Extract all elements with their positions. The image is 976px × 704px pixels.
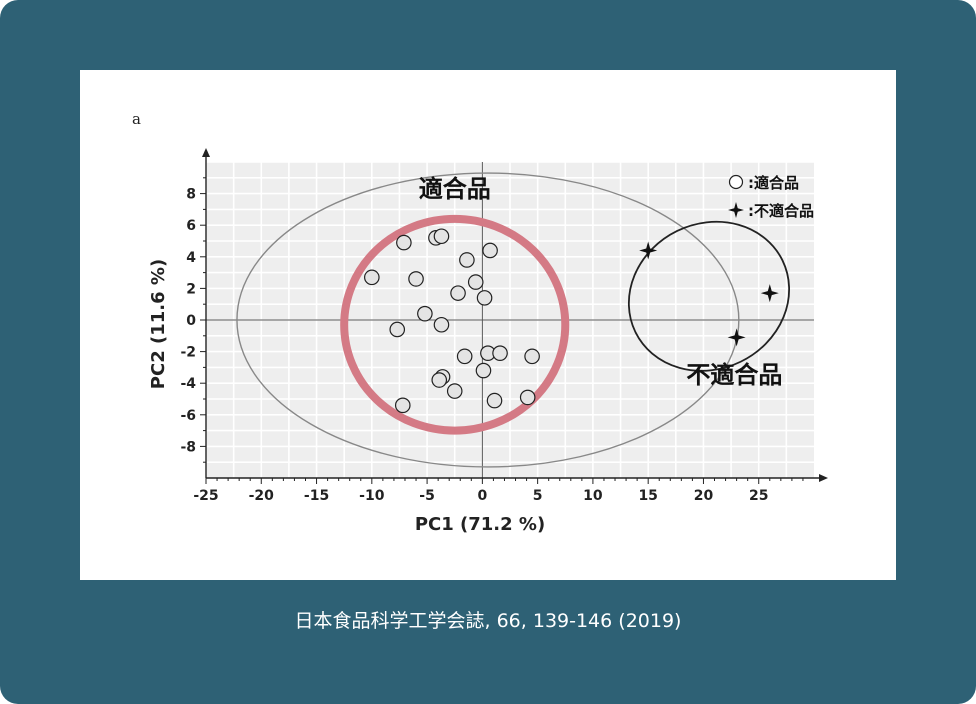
- y-tick-label: -4: [180, 376, 196, 392]
- x-tick-label: -25: [193, 488, 218, 504]
- y-axis-arrow: [202, 148, 210, 157]
- x-tick-label: 0: [477, 488, 487, 504]
- legend-marker-circle: [728, 174, 744, 190]
- y-tick-label: -6: [180, 408, 196, 424]
- x-tick-label: -5: [419, 488, 435, 504]
- x-tick-label: -15: [304, 488, 329, 504]
- x-tick-label: -10: [359, 488, 385, 504]
- cluster-annotation: 適合品: [419, 175, 491, 203]
- confidence-ellipse: [236, 172, 740, 468]
- data-point-circle: [524, 348, 540, 365]
- citation-caption: 日本食品科学工学会誌, 66, 139-146 (2019): [294, 610, 682, 632]
- data-point-circle: [456, 348, 473, 365]
- data-point-circle: [389, 321, 406, 338]
- data-point-circle: [475, 362, 492, 379]
- data-point-circle: [433, 228, 450, 245]
- y-axis-label: PC2 (11.6 %): [148, 259, 169, 389]
- panel-label: a: [132, 110, 141, 128]
- data-point-circle: [394, 397, 411, 414]
- data-point-circle: [467, 274, 484, 290]
- confidence-ellipse: [627, 220, 791, 372]
- y-tick-label: 6: [186, 218, 196, 234]
- data-point-star: [760, 284, 779, 303]
- data-point-circle: [450, 285, 466, 301]
- legend-label: :適合品: [748, 174, 799, 192]
- data-point-star: [727, 328, 746, 347]
- x-tick-label: 20: [694, 488, 714, 504]
- data-point-circle: [482, 242, 498, 259]
- data-point-circle: [519, 389, 536, 406]
- series-conforming: [364, 228, 540, 414]
- data-point-circle: [364, 269, 380, 286]
- legend-marker-star: [728, 202, 744, 218]
- y-tick-label: 2: [186, 281, 196, 297]
- y-tick-label: 0: [186, 313, 196, 329]
- legend-label: :不適合品: [748, 202, 814, 220]
- x-tick-label: 15: [638, 488, 657, 504]
- data-point-star: [639, 241, 658, 260]
- data-point-circle: [446, 383, 463, 399]
- cluster-annotation: 不適合品: [686, 361, 782, 389]
- y-tick-label: -2: [180, 345, 196, 361]
- x-axis-arrow: [819, 474, 828, 482]
- legend: :適合品 :不適合品: [728, 174, 814, 220]
- pca-scatter-chart: -25 -20 -15 -10 -5 0 5 10 15 20 25-8-6-4-202468PC1…: [148, 148, 828, 535]
- figure-panel: -25 -20 -15 -10 -5 0 5 10 15 20 25 -8 -6 -4 -2 0 2 4 6 8 PC1…: [80, 70, 896, 580]
- data-point-circle: [486, 392, 503, 409]
- series-nonconforming: [639, 241, 779, 347]
- data-point-circle: [492, 345, 508, 361]
- x-axis-label: PC1 (71.2 %): [415, 514, 545, 535]
- highlight-circle: [340, 214, 570, 435]
- data-point-circle: [417, 305, 433, 322]
- data-point-circle: [459, 252, 475, 268]
- x-tick-label: 5: [533, 488, 543, 504]
- data-point-circle: [431, 372, 448, 388]
- data-point-circle: [396, 234, 412, 251]
- y-tick-label: 4: [186, 250, 196, 266]
- data-point-circle: [476, 290, 493, 306]
- y-tick-label: 8: [186, 187, 196, 203]
- x-tick-label: 10: [583, 488, 603, 504]
- data-point-circle: [408, 271, 424, 287]
- x-tick-label: -20: [249, 488, 275, 504]
- x-tick-label: 25: [749, 488, 768, 504]
- data-point-circle: [433, 316, 450, 333]
- y-tick-label: -8: [180, 439, 196, 455]
